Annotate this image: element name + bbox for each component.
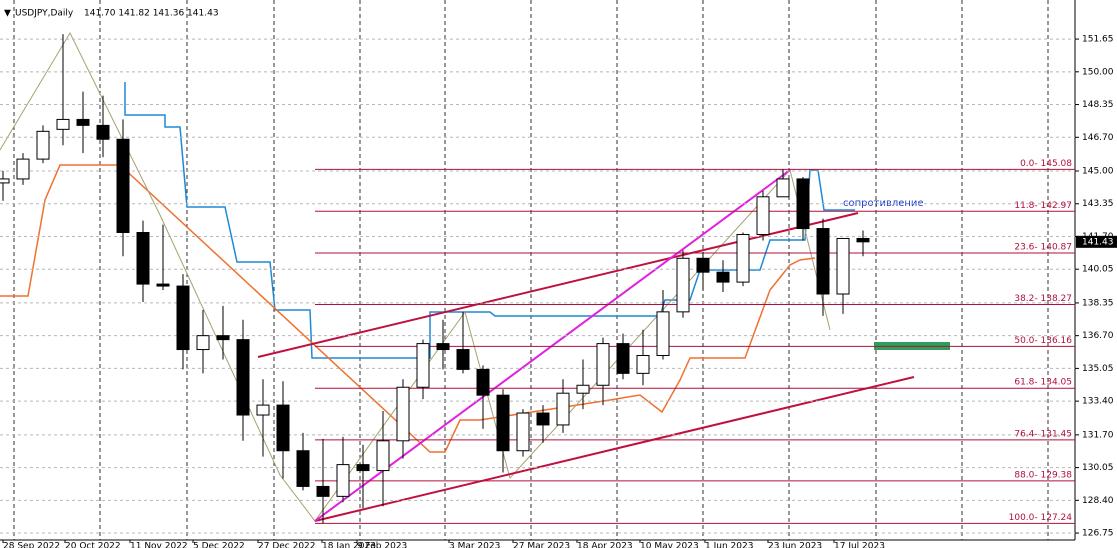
candle-body — [616, 343, 630, 374]
y-tick-label: 131.70 — [1082, 430, 1114, 440]
y-tick-label: 151.65 — [1082, 35, 1114, 45]
y-tick-label: 145.00 — [1082, 167, 1114, 177]
candle-body — [216, 335, 230, 341]
candle-body — [336, 464, 350, 497]
candle-body — [156, 283, 170, 287]
x-tick-label: 18 Jan 2023 — [322, 542, 376, 548]
trend-line — [257, 212, 859, 358]
fibo-label: 88.0- 129.38 — [1014, 470, 1072, 480]
trend-line — [314, 169, 791, 522]
y-tick-label: 150.00 — [1082, 67, 1114, 77]
candle-body — [356, 464, 370, 472]
header-arrow: ▼ — [4, 9, 11, 19]
y-tick-label: 143.35 — [1082, 199, 1114, 209]
x-tick-label: 9 Feb 2023 — [357, 542, 407, 548]
candle-body — [736, 233, 750, 283]
candle-body — [856, 237, 870, 243]
candle-body — [136, 232, 150, 285]
y-tick-label: 146.70 — [1082, 133, 1114, 143]
candle-body — [516, 412, 530, 452]
symbol: USDJPY,Daily — [15, 9, 74, 19]
candle-body — [636, 355, 650, 374]
fibo-label: 23.6- 140.87 — [1014, 242, 1072, 252]
x-tick-label: 23 Jun 2023 — [768, 542, 822, 548]
y-tick-label: 138.35 — [1082, 298, 1114, 308]
fibo-label: 38.2- 138.27 — [1014, 294, 1072, 304]
fibo-label: 50.0- 136.16 — [1014, 336, 1072, 346]
x-tick-label: 27 Dec 2022 — [258, 542, 316, 548]
candle-body — [676, 257, 690, 313]
trend-line — [314, 376, 915, 522]
candle-body — [36, 130, 50, 160]
candle-body — [236, 339, 250, 416]
candle-body — [96, 124, 110, 140]
y-tick-label: 133.40 — [1082, 397, 1114, 407]
last-price-box — [1076, 235, 1117, 248]
x-tick-label: 18 Apr 2023 — [577, 542, 633, 548]
fibo-label: 100.0- 127.24 — [1009, 513, 1073, 523]
candle-body — [496, 394, 510, 452]
x-tick-label: 5 Dec 2022 — [193, 542, 245, 548]
candle-body — [76, 118, 90, 126]
candle-body — [276, 404, 290, 452]
candle-body — [456, 349, 470, 370]
candle-body — [796, 178, 810, 230]
candle-body — [816, 228, 830, 295]
candle-body — [556, 392, 570, 426]
fibo-label: 61.8- 134.05 — [1014, 378, 1072, 388]
candle-body — [436, 343, 450, 351]
x-tick-label: 17 Jul 2023 — [834, 542, 885, 548]
candle-body — [476, 368, 490, 396]
candle-body — [176, 285, 190, 351]
y-tick-label: 140.05 — [1082, 265, 1114, 275]
x-tick-label: 10 May 2023 — [640, 542, 699, 548]
indicator-line — [0, 164, 816, 453]
y-tick-label: 128.40 — [1082, 496, 1114, 506]
candle-body — [536, 412, 550, 426]
fibo-label: 0.0- 145.08 — [1020, 159, 1072, 169]
x-tick-label: 28 Sep 2022 — [3, 542, 60, 548]
fibo-label: 11.8- 142.97 — [1014, 201, 1072, 211]
x-tick-label: 1 Jun 2023 — [705, 542, 753, 548]
candle-body — [716, 271, 730, 283]
last-price-label: 141.43 — [1082, 237, 1114, 247]
x-tick-label: 27 Mar 2023 — [513, 542, 570, 548]
candle-body — [16, 158, 30, 180]
x-tick-label: 11 Nov 2022 — [130, 542, 188, 548]
candle-body — [376, 440, 390, 472]
candle-body — [756, 196, 770, 235]
candle-body — [396, 386, 410, 442]
x-tick-label: 20 Oct 2022 — [65, 542, 121, 548]
candle-body — [696, 257, 710, 273]
y-tick-label: 135.05 — [1082, 364, 1114, 374]
candle-body — [296, 450, 310, 487]
candle-body — [656, 311, 670, 357]
candle-body — [56, 118, 70, 130]
y-tick-label: 126.75 — [1082, 529, 1114, 539]
candle-body — [576, 384, 590, 394]
candle-body — [776, 178, 790, 198]
y-tick-label: 136.70 — [1082, 331, 1114, 341]
indicator-line — [124, 82, 855, 359]
candle-body — [196, 335, 210, 351]
candle-body — [596, 343, 610, 386]
candle-body — [256, 404, 270, 416]
x-tick-label: 3 Mar 2023 — [449, 542, 500, 548]
quote: 141.70 141.82 141.36 141.43 — [84, 9, 219, 19]
candle-body — [116, 138, 130, 234]
fibo-label: 76.4- 131.45 — [1014, 429, 1072, 439]
candle-body — [316, 485, 330, 497]
candle-body — [836, 237, 850, 295]
candle-body — [416, 343, 430, 388]
y-tick-label: 148.35 — [1082, 100, 1114, 110]
y-tick-label: 130.05 — [1082, 463, 1114, 473]
candle-body — [0, 178, 10, 184]
